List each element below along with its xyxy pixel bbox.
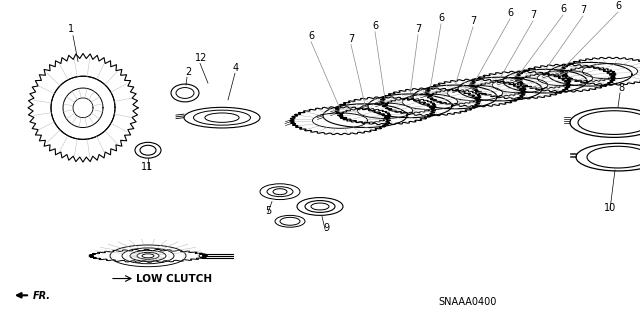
Text: 7: 7 [580,5,586,15]
Text: 12: 12 [195,53,207,63]
Text: 6: 6 [438,13,444,23]
Text: FR.: FR. [33,291,51,301]
Text: 6: 6 [615,1,621,11]
Text: 10: 10 [604,204,616,213]
Text: 9: 9 [323,223,329,233]
Text: 7: 7 [348,34,355,44]
Text: 7: 7 [530,10,536,20]
Text: SNAAA0400: SNAAA0400 [438,297,497,307]
Text: 6: 6 [560,4,566,14]
Text: 4: 4 [233,63,239,73]
Text: 11: 11 [141,162,153,172]
Text: 6: 6 [308,31,314,41]
Text: 1: 1 [68,24,74,34]
Text: 6: 6 [372,21,378,31]
Text: 5: 5 [265,206,271,216]
Text: 8: 8 [618,83,624,93]
Text: 2: 2 [185,67,191,77]
Text: LOW CLUTCH: LOW CLUTCH [136,274,212,285]
Text: 7: 7 [415,24,421,34]
Text: 7: 7 [470,16,476,26]
Text: 6: 6 [507,8,513,18]
